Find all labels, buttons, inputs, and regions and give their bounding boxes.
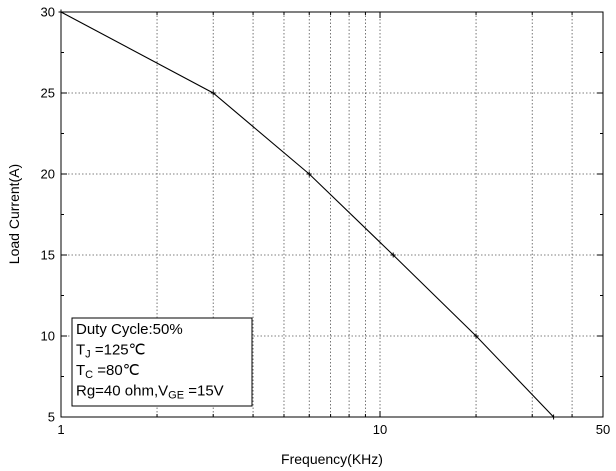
data-point — [210, 90, 216, 96]
tick-labels: 5 10 15 20 25 30 1 10 50 — [41, 5, 611, 438]
annotation-text: Duty Cycle:50% — [76, 321, 183, 338]
annotation-line: TC =80℃ — [76, 362, 140, 381]
x-tick-label: 1 — [57, 422, 64, 437]
annotation-subscript: J — [85, 349, 91, 361]
annotation-subscript: C — [85, 369, 93, 381]
annotation-text: =80℃ — [93, 362, 139, 379]
annotation-text: T — [76, 342, 85, 359]
data-point — [473, 333, 479, 339]
annotation-text: =15V — [184, 383, 224, 400]
annotation-line: Duty Cycle:50% — [76, 321, 183, 338]
y-tick-label: 20 — [41, 167, 55, 182]
y-axis-label: Load Current(A) — [6, 164, 22, 264]
y-tick-label: 25 — [41, 86, 55, 101]
annotation-text: T — [76, 362, 85, 379]
x-tick-label: 50 — [596, 422, 610, 437]
annotation-subscript: GE — [168, 390, 184, 402]
y-tick-label: 5 — [48, 410, 55, 425]
data-point — [306, 171, 312, 177]
annotation-line: TJ =125℃ — [76, 342, 145, 361]
data-point — [390, 252, 396, 258]
y-tick-label: 10 — [41, 329, 55, 344]
plot-frame — [60, 11, 604, 418]
y-tick-label: 30 — [41, 5, 55, 20]
x-axis-label: Frequency(KHz) — [281, 451, 383, 467]
annotation-text: Rg=40 ohm,V — [76, 383, 168, 400]
x-tick-label: 10 — [373, 422, 387, 437]
annotation-text: =125℃ — [91, 342, 146, 359]
series-line — [60, 11, 554, 418]
conditions-annotation: Duty Cycle:50%TJ =125℃TC =80℃Rg=40 ohm,V… — [71, 317, 253, 407]
annotation-line: Rg=40 ohm,VGE =15V — [76, 383, 224, 402]
y-tick-label: 15 — [41, 248, 55, 263]
annotation-box — [71, 317, 253, 407]
